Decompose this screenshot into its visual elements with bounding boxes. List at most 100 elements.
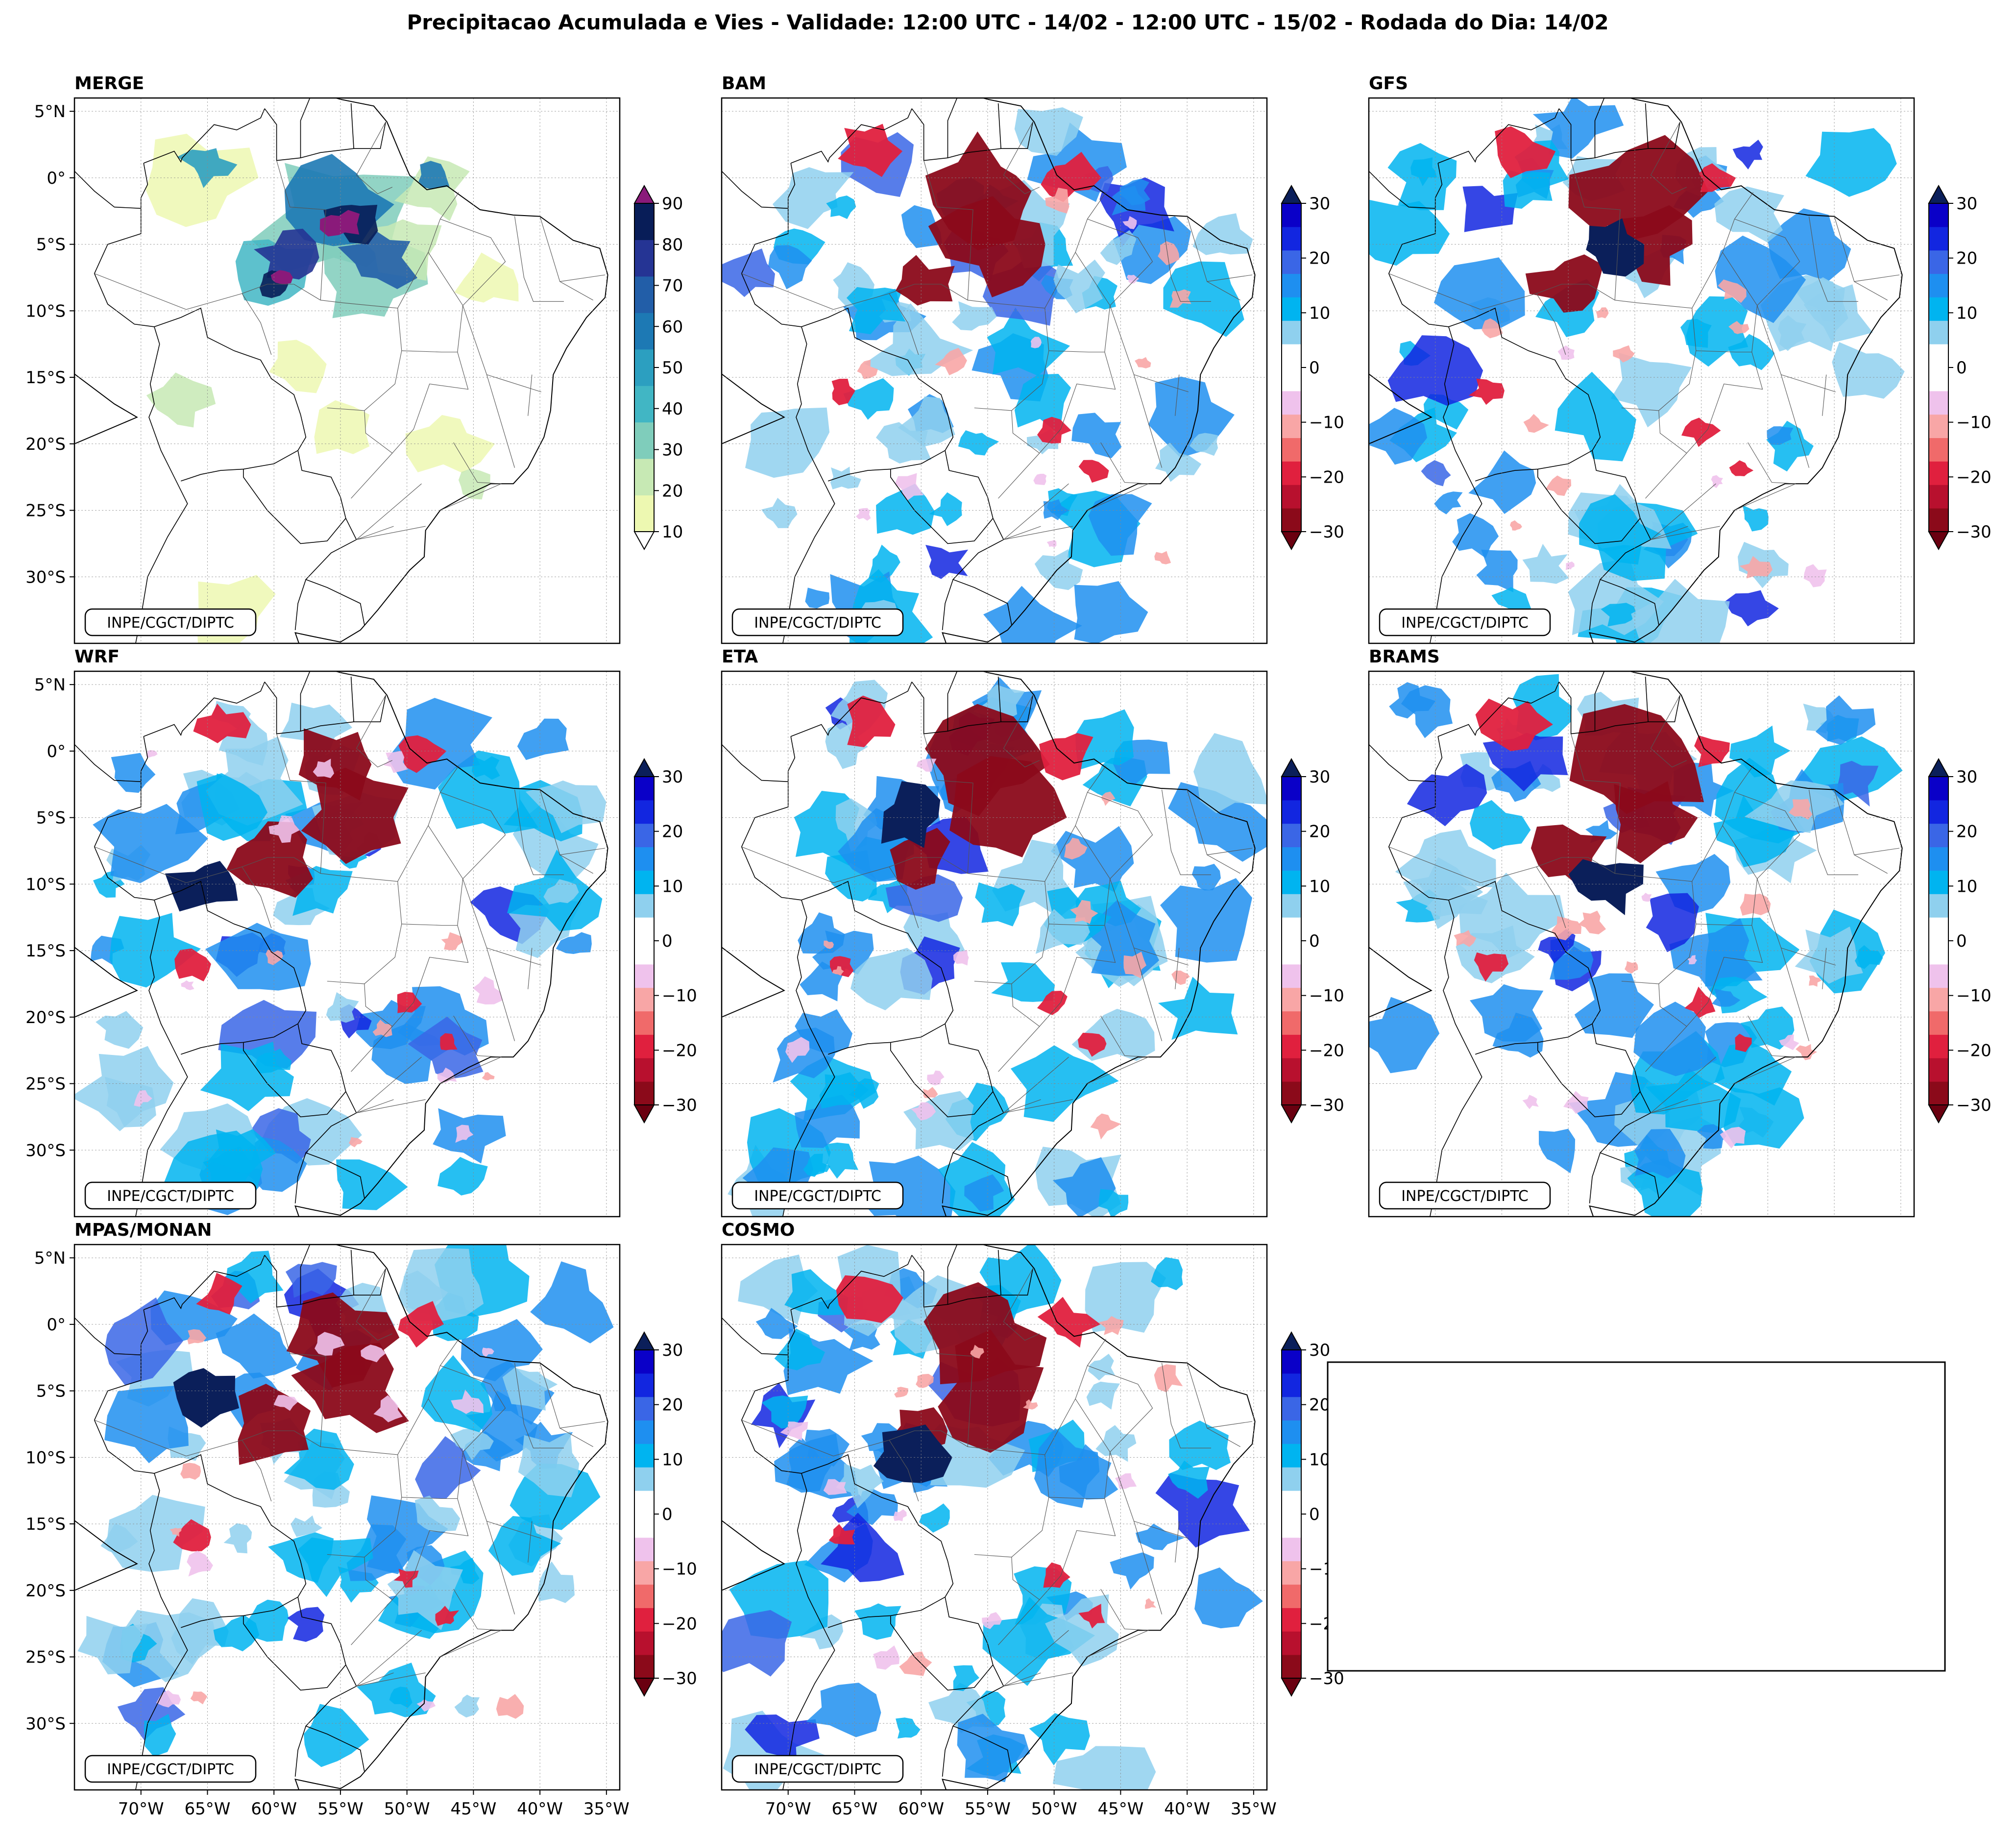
- credit-badge: INPE/CGCT/DIPTC: [1379, 1181, 1551, 1210]
- colorbar-extend-max: [1928, 184, 1949, 204]
- colorbar-segment: [634, 870, 654, 894]
- colorbar-segment: [1929, 870, 1948, 894]
- colorbar-segment: [1282, 941, 1301, 965]
- colorbar-tick-label: −10: [1956, 413, 1992, 433]
- colorbar-segment: [1929, 987, 1948, 1012]
- map-wrf: [74, 671, 620, 1217]
- colorbar-segment: [634, 1467, 654, 1491]
- colorbar-segment: [1282, 894, 1301, 918]
- colorbar-tick-label: 30: [1309, 767, 1330, 787]
- colorbar-tick-label: −30: [1309, 522, 1344, 542]
- colorbar-segment: [1282, 1537, 1301, 1562]
- colorbar-extend-max: [633, 1331, 655, 1350]
- colorbar-segment: [1282, 847, 1301, 871]
- credit-badge: INPE/CGCT/DIPTC: [731, 608, 904, 636]
- colorbar-segment: [634, 1514, 654, 1538]
- colorbar-tick-label: 20: [1309, 1395, 1330, 1415]
- colorbar-tick-label: 50: [662, 358, 683, 378]
- colorbar-segment: [1282, 1034, 1301, 1058]
- panel-eta: ETA INPE/CGCT/DIPTC: [721, 647, 1268, 1218]
- map-frame: [73, 97, 621, 644]
- empty-inset-box: [1327, 1361, 1946, 1672]
- colorbar-segment: [1929, 1011, 1948, 1035]
- lon-tick-label: 70°W: [765, 1799, 811, 1819]
- coastline: [722, 98, 1256, 643]
- colorbar-segment: [1282, 1396, 1301, 1421]
- lat-tick-label: 5°S: [36, 235, 66, 255]
- lat-tick-label: 30°S: [25, 1141, 66, 1160]
- colorbar-segment: [1929, 847, 1948, 871]
- colorbar-extend-min: [1281, 1678, 1302, 1697]
- colorbar-extend-min: [633, 1678, 655, 1697]
- colorbar-tick-label: 10: [1309, 877, 1330, 896]
- colorbar-segment: [1929, 438, 1948, 462]
- svg-text:INPE/CGCT/DIPTC: INPE/CGCT/DIPTC: [1401, 1188, 1529, 1205]
- panel-title: GFS: [1369, 73, 1408, 94]
- colorbar-segment: [1929, 1081, 1948, 1105]
- colorbar-tick-label: 10: [1309, 303, 1330, 323]
- colorbar-tick-label: 70: [662, 276, 683, 296]
- colorbar-segment: [1929, 1058, 1948, 1082]
- colorbar-gfs: 30 20 10 0 −10 −20 −30: [1928, 184, 1992, 551]
- colorbar-segment: [1282, 964, 1301, 988]
- colorbar-segment: [1282, 1491, 1301, 1515]
- colorbar-segment: [634, 276, 654, 313]
- colorbar-tick-label: 90: [662, 194, 683, 214]
- svg-text:INPE/CGCT/DIPTC: INPE/CGCT/DIPTC: [754, 614, 881, 632]
- colorbar-segment: [1929, 250, 1948, 274]
- map-cosmo: [722, 1245, 1267, 1790]
- map-mpas-monan: [74, 1245, 620, 1790]
- colorbar-segment: [634, 1011, 654, 1035]
- colorbar-tick-label: −10: [1309, 986, 1344, 1006]
- panel-bam: BAM INPE/CGCT/DIPTC: [721, 73, 1268, 644]
- colorbar-segment: [1282, 508, 1301, 532]
- colorbar-tick-label: 30: [1956, 194, 1977, 214]
- svg-text:INPE/CGCT/DIPTC: INPE/CGCT/DIPTC: [754, 1188, 881, 1205]
- colorbar-segment: [1282, 1467, 1301, 1491]
- colorbar-segment: [1929, 320, 1948, 344]
- colorbar-tick-label: −30: [1309, 1669, 1344, 1688]
- colorbar-tick-label: 20: [662, 1395, 683, 1415]
- panel-title: MERGE: [74, 73, 144, 94]
- colorbar-segment: [634, 1034, 654, 1058]
- svg-text:INPE/CGCT/DIPTC: INPE/CGCT/DIPTC: [1401, 614, 1529, 632]
- colorbar-tick-label: −30: [1309, 1096, 1344, 1115]
- coastline: [1369, 671, 1903, 1217]
- lat-tick-label: 5°S: [36, 1382, 66, 1401]
- colorbar-tick-label: 10: [662, 877, 683, 896]
- lat-tick-label: 5°N: [34, 102, 66, 122]
- colorbar-segment: [1929, 391, 1948, 415]
- colorbar-tick-label: 30: [1309, 194, 1330, 214]
- colorbar-segment: [1282, 273, 1301, 297]
- colorbar-segment: [634, 1608, 654, 1632]
- colorbar-segment: [634, 203, 654, 240]
- lat-tick-label: 25°S: [25, 1648, 66, 1667]
- lat-tick-label: 10°S: [25, 875, 66, 894]
- colorbar-segment: [634, 1655, 654, 1679]
- colorbar-segment: [634, 847, 654, 871]
- colorbar-segment: [1282, 1584, 1301, 1608]
- colorbar-segment: [634, 1491, 654, 1515]
- colorbar-tick-label: 80: [662, 235, 683, 255]
- colorbar-segment: [1929, 273, 1948, 297]
- colorbar-segment: [634, 1584, 654, 1608]
- lat-tick-label: 15°S: [25, 941, 66, 961]
- colorbar-segment: [1282, 414, 1301, 439]
- colorbar-tick-label: −10: [662, 1560, 697, 1579]
- panel-merge: MERGE 5°N 0° 5°S 10°S 15°S 20°S 25°S 30°S INPE/CG…: [25, 73, 621, 644]
- lon-tick-label: 50°W: [1031, 1799, 1077, 1819]
- colorbar-bam: 30 20 10 0 −10 −20 −30: [1281, 184, 1344, 551]
- colorbar-segment: [1282, 485, 1301, 509]
- svg-text:INPE/CGCT/DIPTC: INPE/CGCT/DIPTC: [754, 1761, 881, 1778]
- colorbar-segment: [1282, 823, 1301, 848]
- colorbar-segment: [1282, 367, 1301, 391]
- colorbar-segment: [1929, 823, 1948, 848]
- colorbar-segment: [1282, 800, 1301, 824]
- colorbar-tick-label: 0: [1956, 931, 1967, 951]
- colorbar-extend-max: [1281, 184, 1302, 204]
- colorbar-tick-label: 20: [1956, 822, 1977, 842]
- colorbar-segment: [1282, 203, 1301, 227]
- colorbar-tick-label: 20: [1309, 249, 1330, 269]
- lon-tick-label: 55°W: [317, 1799, 364, 1819]
- credit-badge: INPE/CGCT/DIPTC: [84, 1755, 257, 1783]
